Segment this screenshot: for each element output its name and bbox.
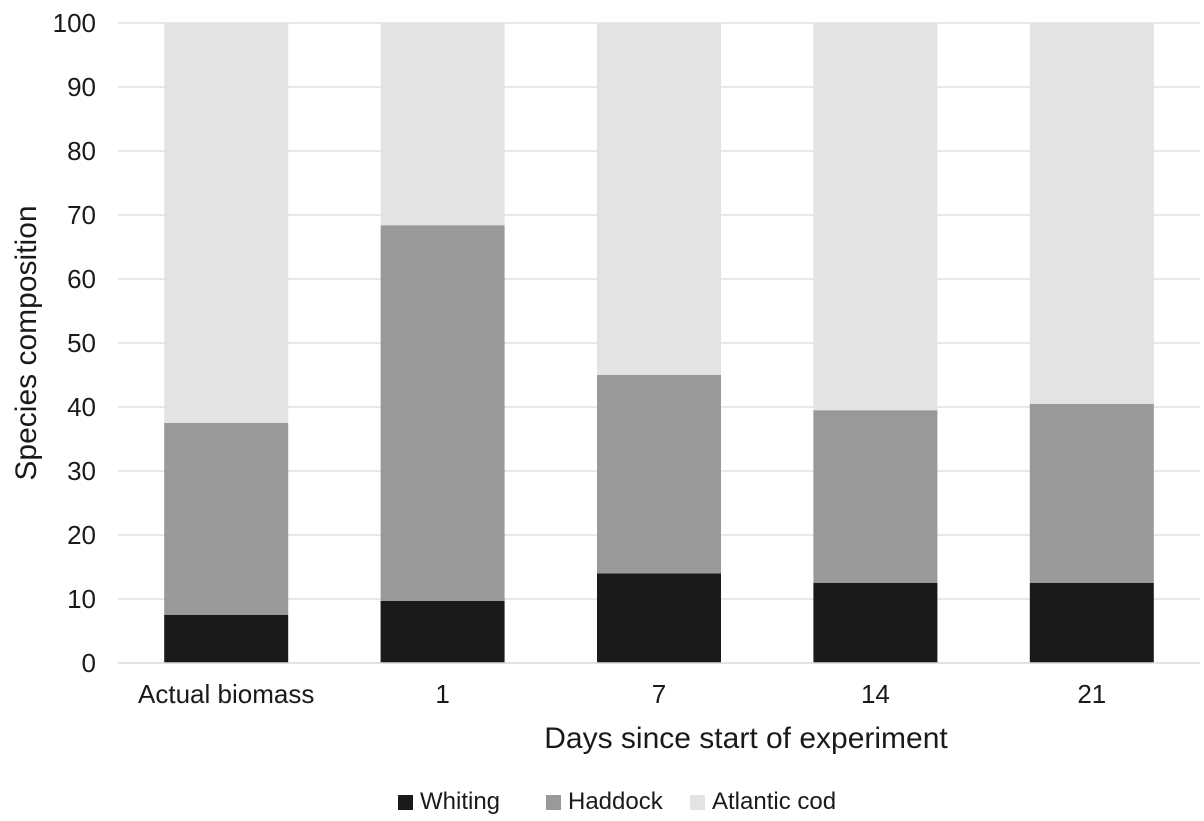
bar-segment-haddock bbox=[813, 410, 938, 583]
x-tick-label: 14 bbox=[861, 679, 890, 709]
bar-segment-haddock bbox=[597, 375, 721, 574]
y-tick-label: 40 bbox=[67, 392, 96, 422]
legend-swatch-haddock bbox=[546, 795, 561, 810]
y-tick-label: 0 bbox=[82, 648, 96, 678]
bar-segment-atlantic-cod bbox=[597, 23, 721, 375]
legend: Whiting Haddock Atlantic cod bbox=[398, 788, 836, 815]
x-tick-label: 21 bbox=[1077, 679, 1106, 709]
x-tick-label: Actual biomass bbox=[138, 679, 314, 709]
bar-segment-atlantic-cod bbox=[813, 23, 938, 411]
y-tick-label: 60 bbox=[67, 264, 96, 294]
legend-swatch-whiting bbox=[398, 795, 413, 810]
y-tick-label: 20 bbox=[67, 520, 96, 550]
y-tick-label: 80 bbox=[67, 136, 96, 166]
bars bbox=[164, 23, 1154, 663]
bar-segment-atlantic-cod bbox=[1029, 23, 1154, 404]
y-axis-title: Species composition bbox=[10, 205, 43, 480]
y-tick-label: 100 bbox=[53, 8, 96, 38]
bar-segment-atlantic-cod bbox=[164, 23, 289, 423]
legend-label: Whiting bbox=[420, 788, 500, 815]
bar-segment-whiting bbox=[597, 573, 721, 663]
y-tick-label: 50 bbox=[67, 328, 96, 358]
legend-swatch-atlantic-cod bbox=[690, 795, 705, 810]
legend-label: Atlantic cod bbox=[712, 788, 836, 815]
y-tick-labels: 0 10 20 30 40 50 60 70 80 90 100 bbox=[53, 8, 96, 678]
bar-segment-whiting bbox=[164, 615, 289, 663]
bar-segment-whiting bbox=[1029, 583, 1154, 663]
y-tick-label: 30 bbox=[67, 456, 96, 486]
bar-segment-whiting bbox=[813, 583, 938, 663]
bar-segment-whiting bbox=[380, 600, 505, 663]
y-tick-label: 70 bbox=[67, 200, 96, 230]
bar-segment-haddock bbox=[164, 423, 289, 615]
y-tick-label: 10 bbox=[67, 584, 96, 614]
x-tick-label: 1 bbox=[435, 679, 449, 709]
x-axis-title: Days since start of experiment bbox=[544, 722, 948, 755]
bar-segment-atlantic-cod bbox=[380, 23, 505, 226]
y-tick-label: 90 bbox=[67, 72, 96, 102]
x-tick-label: 7 bbox=[652, 679, 666, 709]
bar-segment-haddock bbox=[1029, 403, 1154, 583]
bar-segment-haddock bbox=[380, 225, 505, 601]
legend-label: Haddock bbox=[568, 788, 664, 815]
x-tick-labels: Actual biomass 1 7 14 21 bbox=[138, 679, 1106, 709]
